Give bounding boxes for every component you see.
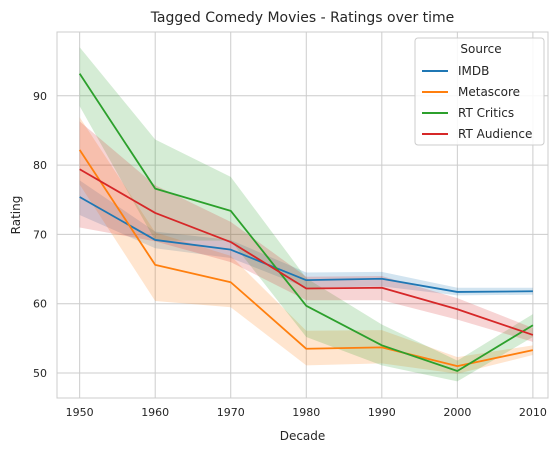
x-tick-label: 1980 xyxy=(292,406,320,419)
chart-title: Tagged Comedy Movies - Ratings over time xyxy=(150,10,455,26)
x-tick-label: 1960 xyxy=(141,406,169,419)
legend-entry-metascore: Metascore xyxy=(458,85,520,99)
legend-title: Source xyxy=(460,42,501,56)
x-tick-labels: 1950 1960 1970 1980 1990 2000 2010 xyxy=(66,406,547,419)
legend-box xyxy=(414,37,545,146)
x-tick-label: 1970 xyxy=(217,406,245,419)
series-lines xyxy=(78,73,534,372)
y-tick-labels: 50 60 70 80 90 xyxy=(33,90,47,380)
x-tick-label: 2010 xyxy=(519,406,547,419)
band-metascore xyxy=(79,117,533,374)
grid-lines xyxy=(57,32,548,398)
y-tick-label: 80 xyxy=(33,159,47,172)
line-rt-audience xyxy=(79,168,534,336)
band-imdb xyxy=(79,180,533,296)
line-rt-critics xyxy=(78,73,534,372)
y-tick-label: 60 xyxy=(33,298,47,311)
line-metascore xyxy=(78,149,534,368)
y-tick-label: 70 xyxy=(33,228,47,241)
band-rt-critics xyxy=(79,47,533,382)
x-tick-label: 1950 xyxy=(66,406,94,419)
y-tick-label: 50 xyxy=(33,367,47,380)
y-axis-label: Rating xyxy=(9,196,23,235)
x-tick-label: 2000 xyxy=(443,406,471,419)
legend-items: IMDB Metascore RT Critics RT Audience xyxy=(422,64,532,141)
x-tick-label: 1990 xyxy=(368,406,396,419)
line-imdb xyxy=(79,196,533,293)
x-axis-label: Decade xyxy=(280,429,326,443)
legend-entry-rt-audience: RT Audience xyxy=(458,127,532,141)
legend: Source IMDB Metascore RT Critics RT Audienc… xyxy=(414,37,545,146)
y-tick-label: 90 xyxy=(33,90,47,103)
legend-entry-imdb: IMDB xyxy=(458,64,489,78)
legend-entry-rt-critics: RT Critics xyxy=(458,106,514,120)
